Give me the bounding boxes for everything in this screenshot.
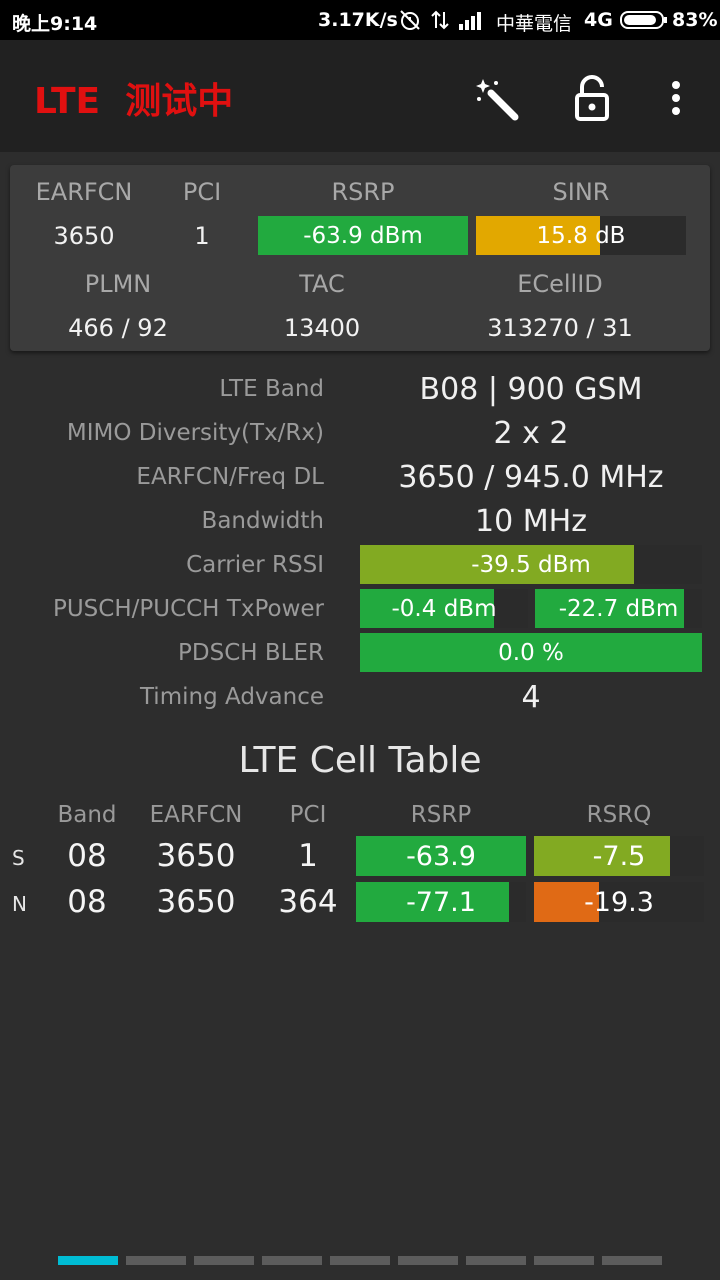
plmn-value: 466 / 92 [68, 314, 168, 342]
page-indicator-segment[interactable] [330, 1256, 390, 1265]
page-indicator-segment[interactable] [398, 1256, 458, 1265]
status-net-speed: 3.17K/s [318, 9, 398, 31]
col-band-header: Band [57, 802, 117, 828]
pci-header: PCI [182, 178, 222, 206]
status-network-type: 4G [584, 9, 613, 31]
sinr-bar: 15.8 dB [476, 216, 686, 255]
status-bar: 晚上9:14 3.17K/s 中華電信 4G 83% [0, 0, 720, 40]
page-indicator-segment[interactable] [466, 1256, 526, 1265]
col-rsrq-header: RSRQ [586, 802, 652, 828]
row-s-earfcn: 3650 [156, 838, 236, 874]
magic-wand-icon[interactable] [470, 72, 522, 124]
pdsch-bler-bar-text: 0.0 % [498, 639, 564, 666]
row-n-pci: 364 [278, 884, 338, 920]
app-title: LTE 测试中 [34, 81, 234, 122]
pusch-txpower-bar-text: -0.4 dBm [391, 595, 497, 622]
row-n-rsrp-fill [356, 882, 509, 922]
row-s-rsrp-fill [356, 836, 526, 876]
carrier-rssi-bar-fill [360, 545, 634, 584]
signal-strength-icon [458, 10, 486, 35]
txpower-label: PUSCH/PUCCH TxPower [52, 596, 324, 622]
battery-icon [620, 10, 668, 35]
status-carrier: 中華電信 [496, 13, 573, 35]
earfcn-freq-value: 3650 / 945.0 MHz [398, 460, 664, 495]
lock-open-icon[interactable] [566, 72, 618, 124]
row-type-neighbor: N [12, 892, 27, 916]
row-s-band: 08 [67, 838, 107, 874]
pdsch-bler-bar: 0.0 % [360, 633, 702, 672]
serving-cell-card [10, 165, 710, 351]
page-indicator-segment[interactable] [602, 1256, 662, 1265]
alarm-off-icon [398, 8, 422, 37]
tac-header: TAC [299, 270, 345, 298]
rsrp-bar-text: -63.9 dBm [303, 222, 423, 249]
row-s-rsrq-text: -7.5 [592, 840, 646, 872]
row-n-rsrp-bar: -77.1 [356, 882, 526, 922]
row-s-rsrp-bar: -63.9 [356, 836, 526, 876]
page-indicator-segment[interactable] [58, 1256, 118, 1265]
pci-value: 1 [194, 222, 210, 250]
pucch-txpower-bar-text: -22.7 dBm [558, 595, 679, 622]
row-type-serving: S [12, 846, 25, 870]
row-n-band: 08 [67, 884, 107, 920]
pucch-txpower-bar-fill [535, 589, 684, 628]
mimo-label: MIMO Diversity(Tx/Rx) [66, 420, 324, 446]
rsrp-header: RSRP [331, 178, 395, 206]
timing-advance-value: 4 [521, 680, 541, 715]
pdsch-bler-bar-fill [360, 633, 702, 672]
page-indicator-segment[interactable] [194, 1256, 254, 1265]
rsrp-bar-fill [258, 216, 468, 255]
earfcn-value: 3650 [53, 222, 115, 250]
lte-band-value: B08 | 900 GSM [419, 372, 643, 407]
row-n-rsrp-text: -77.1 [406, 886, 476, 918]
plmn-header: PLMN [84, 270, 152, 298]
earfcn-header: EARFCN [35, 178, 133, 206]
page-indicator-segment[interactable] [534, 1256, 594, 1265]
sinr-bar-fill [476, 216, 600, 255]
ecellid-header: ECellID [517, 270, 603, 298]
timing-advance-label: Timing Advance [139, 684, 324, 710]
carrier-rssi-bar: -39.5 dBm [360, 545, 702, 584]
more-vert-icon[interactable] [656, 72, 696, 124]
sinr-bar-text: 15.8 dB [536, 222, 626, 249]
rsrp-bar: -63.9 dBm [258, 216, 468, 255]
col-pci-header: PCI [289, 802, 327, 828]
bandwidth-label: Bandwidth [201, 508, 324, 534]
sinr-header: SINR [552, 178, 610, 206]
page-indicator-segment[interactable] [262, 1256, 322, 1265]
pucch-txpower-bar: -22.7 dBm [535, 589, 702, 628]
lte-band-label: LTE Band [219, 376, 324, 402]
pusch-txpower-bar: -0.4 dBm [360, 589, 528, 628]
pusch-txpower-bar-fill [360, 589, 495, 628]
tac-value: 13400 [283, 314, 361, 342]
row-s-rsrq-bar: -7.5 [534, 836, 704, 876]
carrier-rssi-bar-text: -39.5 dBm [471, 551, 591, 578]
status-battery-percent: 83% [672, 9, 718, 31]
data-transfer-icon [430, 8, 450, 37]
bandwidth-value: 10 MHz [475, 504, 587, 539]
ecellid-value: 313270 / 31 [487, 314, 633, 342]
carrier-rssi-label: Carrier RSSI [186, 552, 324, 578]
row-n-earfcn: 3650 [156, 884, 236, 920]
status-time: 晚上9:14 [12, 13, 98, 35]
earfcn-freq-label: EARFCN/Freq DL [136, 464, 324, 490]
row-s-rsrp-text: -63.9 [406, 840, 476, 872]
row-n-rsrq-bar: -19.3 [534, 882, 704, 922]
row-n-rsrq-fill [534, 882, 599, 922]
col-rsrp-header: RSRP [410, 802, 472, 828]
row-s-rsrq-fill [534, 836, 670, 876]
col-earfcn-header: EARFCN [149, 802, 243, 828]
cell-table-title: LTE Cell Table [238, 740, 482, 781]
row-n-rsrq-text: -19.3 [584, 886, 654, 918]
row-s-pci: 1 [298, 838, 318, 874]
page-indicator-segment[interactable] [126, 1256, 186, 1265]
mimo-value: 2 x 2 [493, 416, 569, 451]
pdsch-bler-label: PDSCH BLER [178, 640, 324, 666]
